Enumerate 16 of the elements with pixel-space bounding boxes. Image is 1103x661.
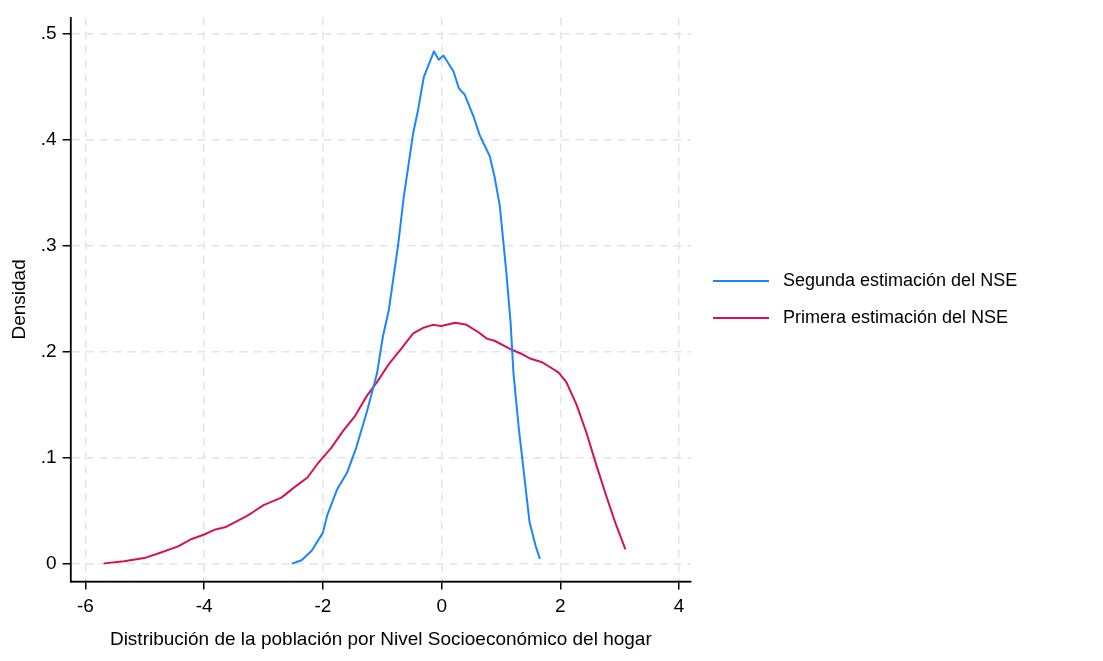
x-tick-label: 2 <box>555 595 566 617</box>
y-axis-title: Densidad <box>7 259 29 340</box>
x-tick-label: -2 <box>314 595 332 617</box>
y-tick-label: .4 <box>40 127 58 149</box>
x-axis-title: Distribución de la población por Nivel Socioeconómico del hogar <box>109 627 653 649</box>
y-tick-label: .3 <box>40 233 57 255</box>
x-tick-label: -4 <box>195 595 214 617</box>
x-tick-label: 0 <box>436 595 447 617</box>
y-tick-label: 0 <box>46 551 57 573</box>
y-tick-label: .5 <box>40 21 57 43</box>
x-tick-label: 4 <box>673 595 685 617</box>
y-tick-label: .1 <box>40 445 57 467</box>
legend-label: Primera estimación del NSE <box>783 306 1009 327</box>
legend-label: Segunda estimación del NSE <box>783 269 1018 290</box>
y-tick-label: .2 <box>40 339 57 361</box>
x-tick-label: -6 <box>77 595 94 617</box>
